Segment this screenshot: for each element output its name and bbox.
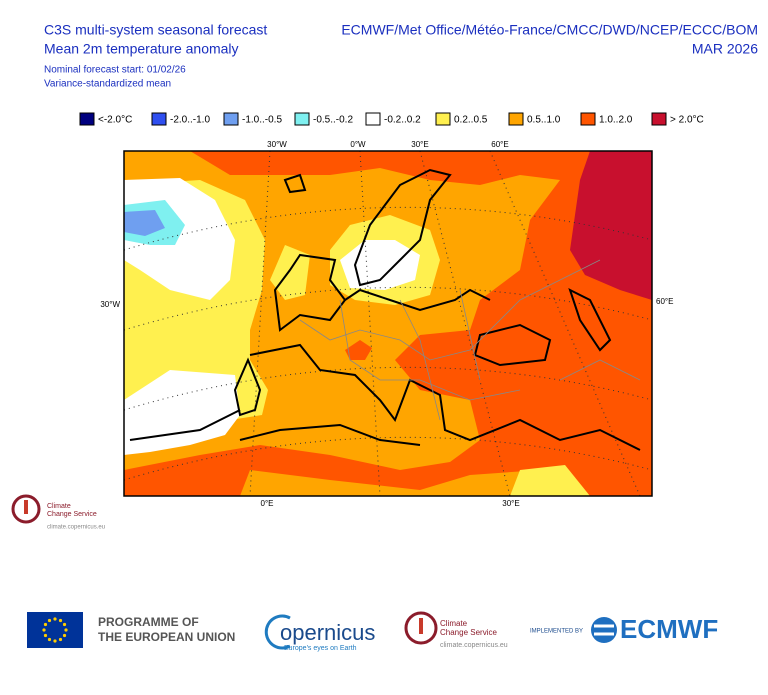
graticule-label: 60°E	[491, 140, 508, 149]
graticule-label: 30°W	[100, 300, 120, 309]
graticule-label: 30°W	[267, 140, 287, 149]
logo-text: climate.copernicus.eu	[47, 525, 105, 531]
region	[345, 340, 372, 360]
legend-swatch	[651, 112, 667, 126]
legend: <-2.0°C -2.0..-1.0 -1.0..-0.5 -0.5..-0.2 -0.…	[79, 112, 704, 126]
ecmwf-logo: IMPLEMENTED BY ECMWF	[530, 614, 718, 644]
centres: ECMWF/Met Office/Météo-France/CMCC/DWD/N…	[341, 22, 758, 38]
logo-text: climate.copernicus.eu	[440, 642, 508, 649]
title: C3S multi-system seasonal forecast	[44, 22, 267, 38]
logo-text: Change Service	[440, 628, 497, 637]
logo-text: PROGRAMME OF	[98, 615, 199, 629]
region	[124, 210, 165, 236]
legend-label: -1.0..-0.5	[242, 115, 282, 126]
legend-label: 1.0..2.0	[599, 115, 633, 126]
graticule-label: 0°W	[350, 140, 366, 149]
eu-star	[43, 622, 48, 627]
graticule-label: 60°E	[656, 297, 673, 306]
legend-label: -0.5..-0.2	[313, 115, 353, 126]
legend-label: -0.2..0.2	[384, 115, 421, 126]
title: Mean 2m temperature anomaly	[44, 41, 239, 57]
region	[510, 465, 590, 496]
legend-label: <-2.0°C	[98, 115, 132, 126]
map	[124, 151, 652, 496]
logo-text: opernicus	[280, 620, 375, 645]
c3s-logo-small: Climate Change Service climate.copernicu…	[11, 494, 105, 531]
graticule-label: 30°E	[502, 499, 519, 508]
graticule	[124, 151, 652, 496]
legend-swatch	[365, 112, 381, 126]
legend-swatch	[435, 112, 451, 126]
legend-swatch	[79, 112, 95, 126]
logo-text: Climate	[47, 503, 71, 510]
logo-text: ECMWF	[620, 614, 718, 644]
eu-star	[47, 637, 52, 642]
eu-star	[53, 617, 57, 621]
eu-star	[62, 622, 67, 627]
eu-star	[53, 639, 57, 643]
borders	[299, 259, 641, 421]
legend-label: 0.2..0.5	[454, 115, 488, 126]
logo-text: THE EUROPEAN UNION	[98, 630, 235, 644]
valid-date: MAR 2026	[692, 41, 758, 57]
legend-label: -2.0..-1.0	[170, 115, 210, 126]
region	[124, 151, 652, 496]
logo-text: Europe's eyes on Earth	[284, 645, 357, 652]
legend-swatch	[294, 112, 310, 126]
eu-star	[62, 633, 67, 638]
eu-star	[43, 633, 48, 638]
c3s-logo: Climate Change Service climate.copernicu…	[404, 611, 508, 649]
coastlines	[129, 168, 641, 451]
note: Nominal forecast start: 01/02/26	[44, 65, 186, 76]
legend-swatch	[580, 112, 596, 126]
eu-star	[47, 618, 52, 623]
legend-swatch	[151, 112, 167, 126]
eu-star	[42, 628, 46, 632]
region	[270, 245, 310, 300]
region	[124, 370, 240, 455]
eu-star	[64, 628, 68, 632]
map-frame	[123, 150, 653, 497]
logo-text: Change Service	[47, 511, 97, 518]
logo-text: IMPLEMENTED BY	[530, 629, 583, 635]
graticule-label: 30°E	[411, 140, 428, 149]
note: Variance-standardized mean	[44, 79, 171, 90]
region	[570, 151, 652, 300]
graticule-label: 0°E	[261, 499, 274, 508]
eu-logo: PROGRAMME OF THE EUROPEAN UNION	[27, 612, 235, 648]
eu-star	[58, 618, 63, 623]
legend-label: > 2.0°C	[670, 115, 704, 126]
legend-swatch	[223, 112, 239, 126]
legend-swatch	[508, 112, 524, 126]
copernicus-logo: opernicus Europe's eyes on Earth	[264, 614, 375, 652]
logo-text: Climate	[440, 619, 468, 628]
legend-label: 0.5..1.0	[527, 115, 561, 126]
eu-star	[58, 637, 63, 642]
